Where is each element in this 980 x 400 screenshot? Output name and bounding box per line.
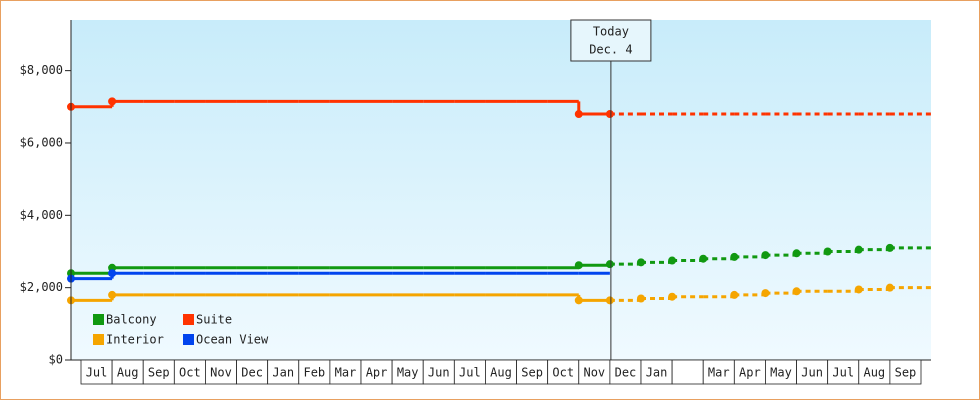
point	[823, 247, 832, 256]
x-cell	[298, 359, 331, 385]
x-tick-label: Oct	[179, 366, 201, 380]
point	[668, 292, 677, 301]
point	[605, 260, 614, 269]
today-date: Dec. 4	[589, 43, 632, 57]
point	[574, 296, 583, 305]
legend-swatch	[183, 334, 194, 345]
x-tick-label: Sep	[148, 366, 170, 380]
x-cell	[858, 359, 891, 385]
point	[668, 256, 677, 265]
legend-label: Balcony	[106, 313, 157, 327]
x-tick-label: Jul	[832, 366, 854, 380]
point	[792, 249, 801, 258]
x-tick-label: Feb	[303, 366, 325, 380]
x-cell	[733, 359, 766, 385]
legend-swatch	[93, 334, 104, 345]
x-tick-label: Dec	[241, 366, 263, 380]
x-cell	[111, 359, 144, 385]
y-tick-label: $0	[49, 353, 63, 367]
x-tick-label: Aug	[117, 366, 139, 380]
point	[605, 110, 614, 119]
x-cell	[329, 359, 362, 385]
x-tick-label: Sep	[521, 366, 543, 380]
x-cell	[671, 359, 704, 385]
x-tick-label: Aug	[863, 366, 885, 380]
point	[605, 296, 614, 305]
point	[574, 110, 583, 119]
x-tick-label: May	[770, 366, 792, 380]
x-cell	[360, 359, 393, 385]
x-tick-label: Oct	[552, 366, 574, 380]
x-cell	[391, 359, 424, 385]
point	[792, 287, 801, 296]
x-tick-label: Jul	[459, 366, 481, 380]
today-title: Today	[593, 25, 629, 39]
x-cell	[765, 359, 797, 385]
x-tick-label: Nov	[210, 366, 232, 380]
x-cell	[142, 359, 175, 385]
point	[730, 290, 739, 299]
y-tick-label: $8,000	[20, 63, 63, 77]
x-cell	[702, 359, 735, 385]
legend-swatch	[93, 314, 104, 325]
point	[885, 243, 894, 252]
x-tick-label: Jan	[272, 366, 294, 380]
x-tick-label: Jun	[428, 366, 450, 380]
point	[885, 283, 894, 292]
x-tick-label: Nov	[583, 366, 605, 380]
x-cell	[267, 359, 300, 385]
point	[854, 285, 863, 294]
point	[108, 290, 117, 299]
legend-label: Interior	[106, 333, 164, 347]
x-tick-label: Aug	[490, 366, 512, 380]
point	[854, 245, 863, 254]
x-tick-label: Sep	[895, 366, 917, 380]
x-tick-label: Apr	[366, 366, 388, 380]
point	[761, 251, 770, 260]
x-tick-label: Apr	[739, 366, 761, 380]
x-tick-label: Jun	[801, 366, 823, 380]
point	[108, 269, 117, 278]
legend-swatch	[183, 314, 194, 325]
point	[730, 252, 739, 261]
x-cell	[205, 359, 237, 385]
x-cell	[453, 359, 486, 385]
point	[637, 294, 645, 303]
x-tick-label: Mar	[708, 366, 730, 380]
x-tick-label: Jan	[646, 366, 668, 380]
point	[637, 258, 645, 267]
point	[761, 289, 770, 298]
x-cell	[889, 359, 922, 385]
x-tick-label: Dec	[615, 366, 637, 380]
x-cell	[827, 359, 860, 385]
x-tick-label: Mar	[335, 366, 357, 380]
x-tick-label: Jul	[86, 366, 108, 380]
today-box	[570, 19, 652, 62]
point	[108, 97, 117, 106]
y-tick-label: $6,000	[20, 135, 63, 149]
x-tick-label: May	[397, 366, 419, 380]
x-cell	[80, 359, 113, 385]
point	[574, 261, 583, 270]
y-tick-label: $2,000	[20, 280, 63, 294]
point	[699, 254, 708, 263]
y-tick-label: $4,000	[20, 208, 63, 222]
plot-area	[71, 20, 931, 360]
legend-label: Ocean View	[196, 333, 269, 347]
legend-label: Suite	[196, 313, 232, 327]
